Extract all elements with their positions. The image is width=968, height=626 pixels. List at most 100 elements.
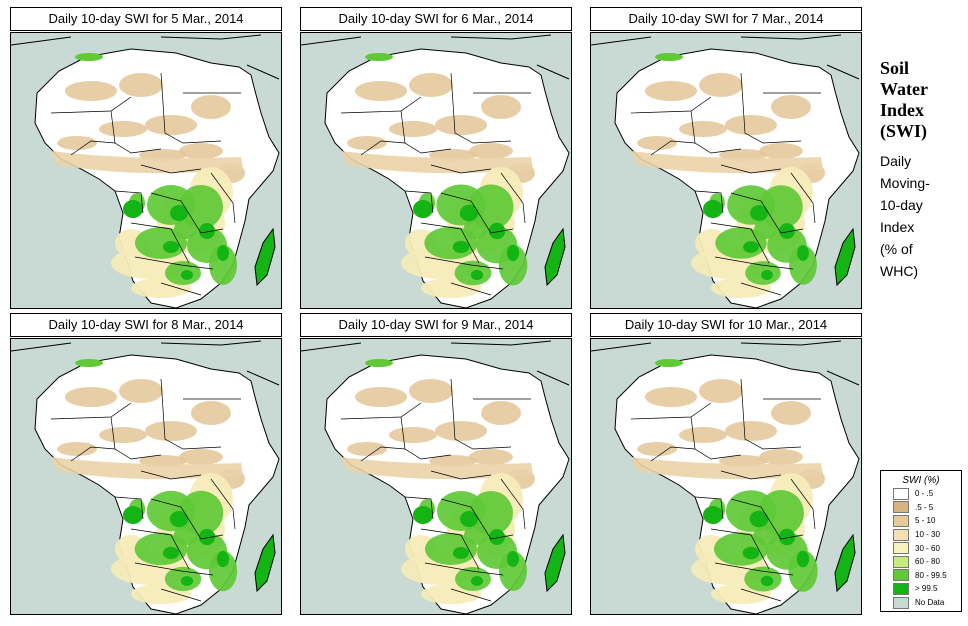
- swi-zone-wet: [173, 524, 199, 546]
- swi-zone-saturated: [779, 223, 795, 239]
- country-border: [740, 282, 782, 296]
- subtitle-line: Daily: [880, 153, 912, 169]
- country-border: [150, 498, 224, 540]
- country-border: [400, 416, 452, 460]
- swi-zone-dry: [645, 387, 697, 407]
- country-border: [420, 222, 480, 264]
- swi-zone-saturated: [506, 244, 520, 262]
- swi-zone-dry: [389, 121, 437, 137]
- country-border: [450, 378, 512, 450]
- swi-zone-wet: [754, 219, 778, 239]
- legend-label: 30 - 60: [915, 543, 940, 553]
- country-border: [130, 222, 190, 264]
- swi-zone-wet: [499, 551, 527, 591]
- country-border: [160, 378, 222, 450]
- swi-zone-wet: [208, 550, 238, 592]
- legend-label: 10 - 30: [915, 530, 940, 540]
- country-border: [694, 190, 724, 214]
- africa-map: [300, 338, 572, 615]
- swi-zone-wet: [759, 185, 803, 229]
- swi-zone-sahel: [631, 457, 823, 480]
- country-border: [110, 110, 162, 154]
- africa-map-svg: [301, 33, 571, 308]
- swi-zone-dry: [409, 73, 453, 97]
- legend-item: 60 - 80: [881, 555, 961, 569]
- country-border: [500, 172, 526, 224]
- coastline: [301, 340, 570, 386]
- madagascar: [544, 227, 566, 287]
- swi-zone-wet: [174, 219, 198, 239]
- swi-zone-saturated: [760, 575, 774, 587]
- swi-zone-dry: [99, 121, 147, 137]
- figure-subtitle: Daily Moving- 10-day Index: [880, 150, 930, 238]
- country-border: [430, 470, 492, 480]
- swi-zone-saturated: [162, 546, 180, 560]
- country-border: [70, 140, 116, 156]
- swi-zone-dry: [637, 442, 677, 456]
- figure-unit: (% of WHC): [880, 238, 918, 282]
- swi-zone-dry: [65, 81, 117, 101]
- swi-zone-dry: [389, 427, 437, 443]
- country-border: [150, 192, 224, 234]
- swi-zone-saturated: [778, 528, 796, 546]
- legend-title: SWI (%): [902, 475, 940, 486]
- legend-swatch: [893, 555, 909, 568]
- swi-zone-wet: [75, 359, 103, 367]
- country-border: [440, 192, 514, 234]
- legend-swatch: [893, 501, 909, 514]
- figure-title: Soil Water Index (SWI): [880, 58, 928, 142]
- swi-zone-dry: [481, 95, 521, 119]
- country-border: [400, 110, 452, 154]
- swi-zone-sahel: [631, 151, 823, 174]
- swi-zone-saturated: [797, 245, 809, 261]
- swi-legend: SWI (%) 0 - .5 .5 - 5 5 - 10 10 - 30 30 …: [880, 470, 962, 612]
- country-border: [160, 282, 202, 296]
- swi-zone-saturated: [796, 550, 810, 568]
- africa-map-svg: [301, 339, 571, 614]
- country-border: [790, 478, 816, 530]
- swi-zone-dry: [725, 115, 777, 135]
- swi-zone-dry: [355, 81, 407, 101]
- africa-map: [10, 338, 282, 615]
- swi-zone-wet: [179, 185, 223, 229]
- coastline: [11, 340, 280, 386]
- legend-swatch: [893, 582, 909, 595]
- legend-label: 0 - .5: [915, 489, 934, 499]
- swi-zone-dry: [57, 136, 97, 150]
- swi-shading: [341, 53, 535, 298]
- country-border: [694, 496, 724, 520]
- country-border: [360, 140, 406, 156]
- country-border: [424, 256, 504, 270]
- swi-zone-wet: [753, 524, 779, 546]
- subtitle-line: Moving-: [880, 175, 930, 191]
- swi-zone-saturated: [703, 200, 723, 218]
- country-border: [424, 562, 504, 576]
- swi-zone-dry: [725, 421, 777, 441]
- coastline: [301, 34, 570, 80]
- panel-title: Daily 10-day SWI for 9 Mar., 2014: [300, 313, 572, 337]
- swi-zone-saturated: [199, 223, 215, 239]
- legend-swatch: [893, 569, 909, 582]
- legend-item: No Data: [881, 596, 961, 610]
- swi-zone-saturated: [489, 529, 505, 545]
- swi-zone-saturated: [413, 506, 433, 524]
- africa-map: [300, 32, 572, 309]
- title-line: (SWI): [880, 121, 928, 141]
- swi-zone-wet: [209, 245, 237, 285]
- panel-title: Daily 10-day SWI for 5 Mar., 2014: [10, 7, 282, 31]
- swi-zone-dry: [699, 379, 743, 403]
- swi-zone-dry: [481, 401, 521, 425]
- madagascar: [254, 227, 276, 287]
- country-border: [134, 256, 214, 270]
- country-border: [500, 478, 526, 530]
- swi-zone-dry: [347, 442, 387, 456]
- swi-zone-dry: [771, 95, 811, 119]
- country-border: [160, 72, 222, 144]
- swi-zone-dry: [347, 136, 387, 150]
- country-border: [70, 446, 116, 462]
- swi-zone-saturated: [413, 200, 433, 218]
- swi-zone-wet: [464, 525, 488, 545]
- swi-shading: [631, 359, 825, 604]
- legend-label: 80 - 99.5: [915, 570, 947, 580]
- swi-zone-wet: [365, 359, 393, 367]
